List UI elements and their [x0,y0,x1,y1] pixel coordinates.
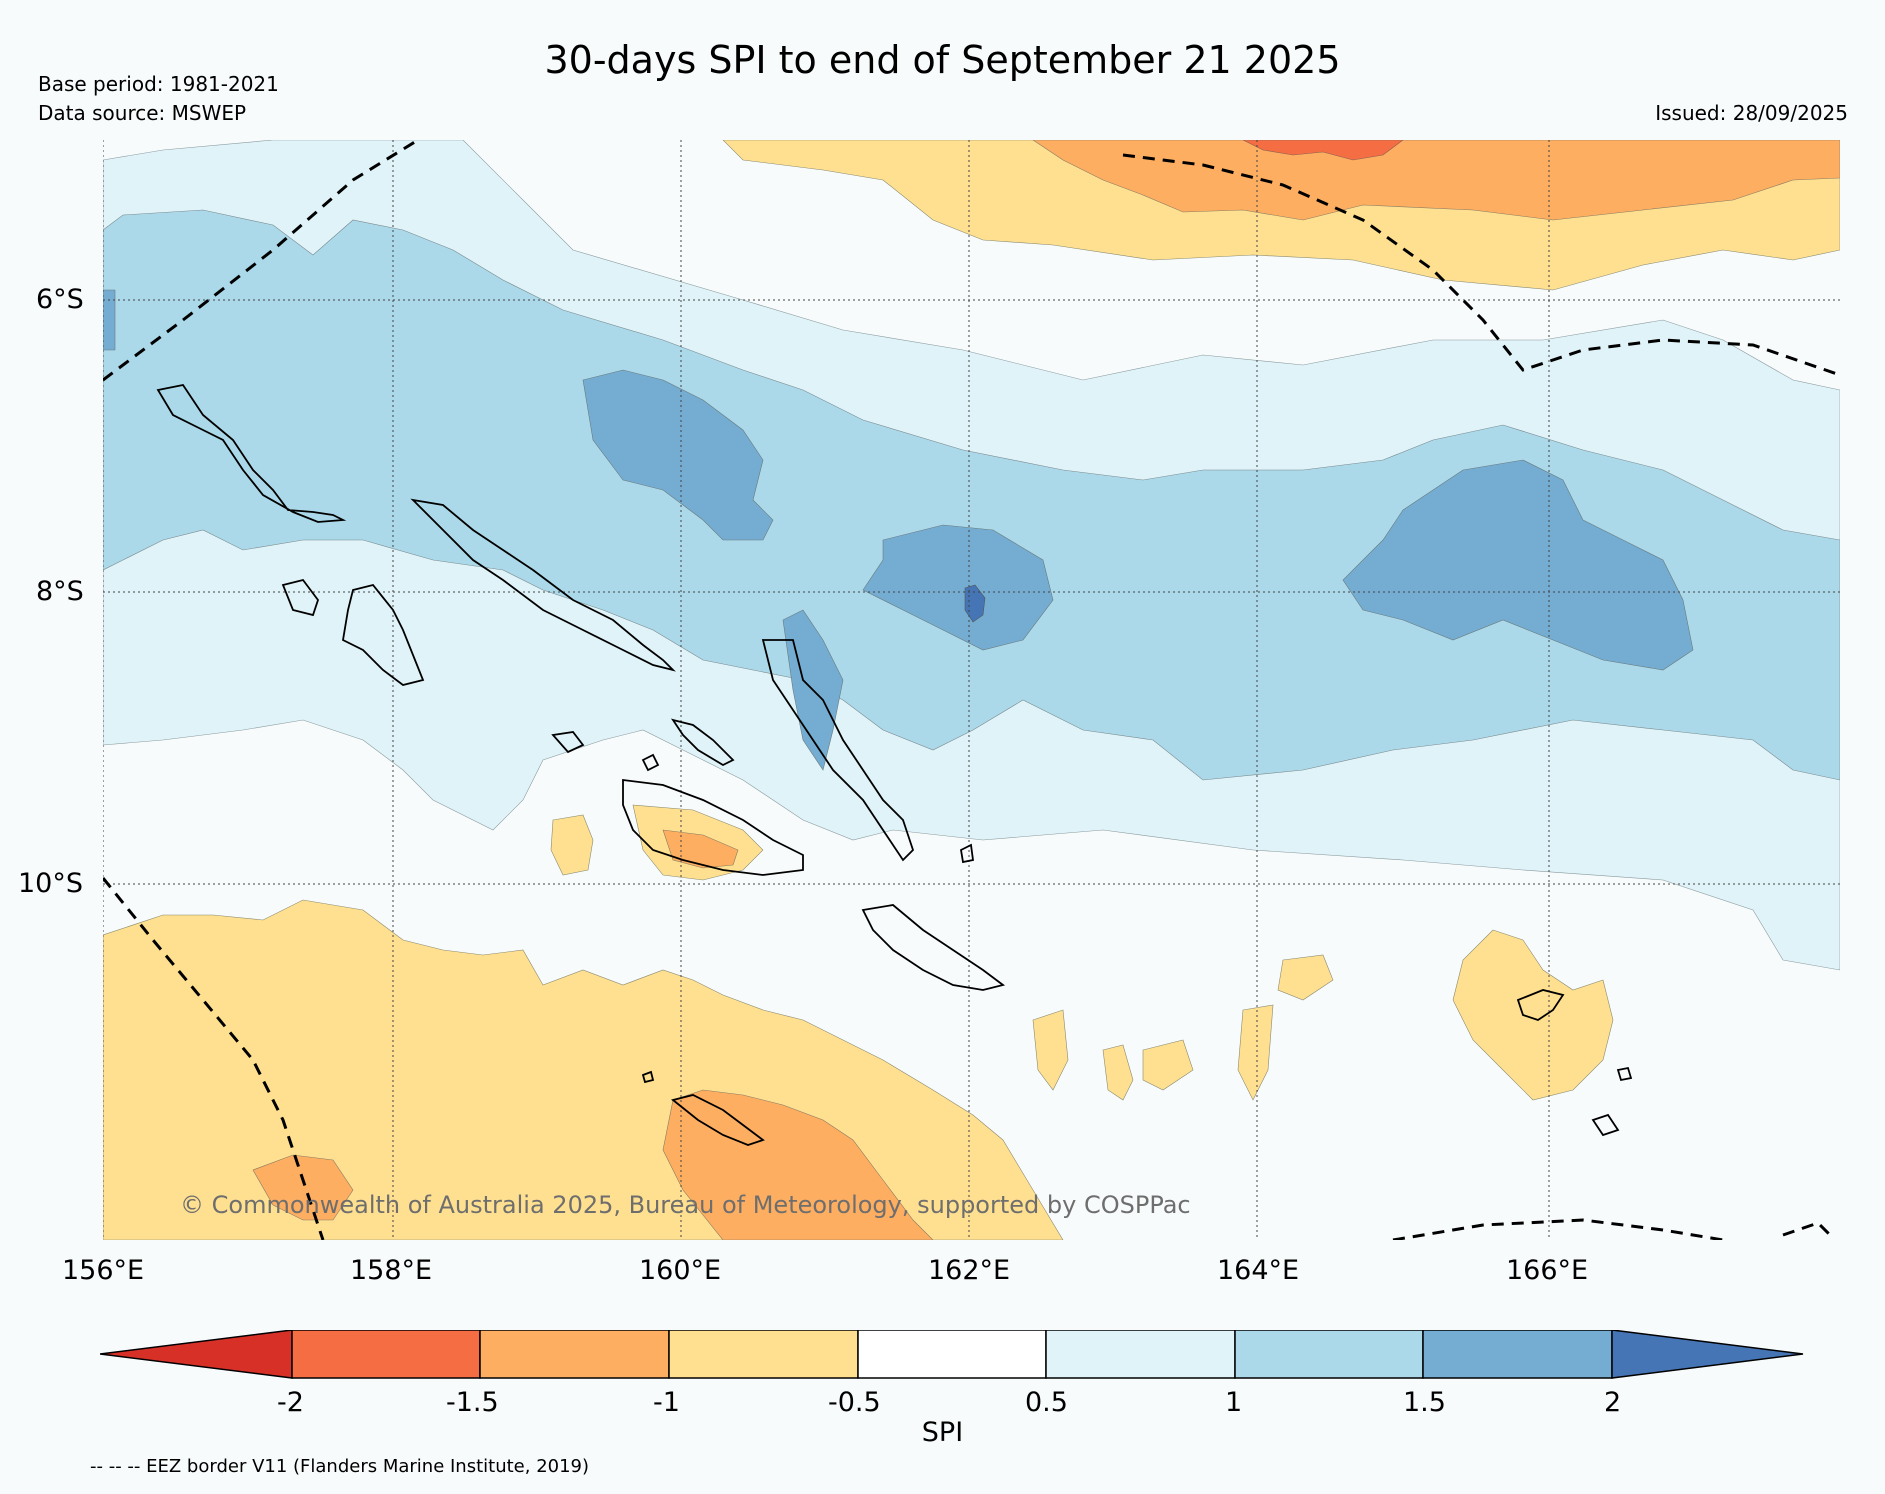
spi-dry-patch-1 [550,814,594,876]
spi-band-neg1.5-neg1-bottom-b [252,1154,354,1221]
spi-band-neg1.5-neg1-bottom [662,1089,934,1240]
spi-band-1.5-2-c [1342,459,1694,671]
island-makira [861,904,1006,991]
lon-label-156e: 156°E [62,1255,145,1286]
colorbar-bin-4 [857,1330,1047,1379]
spi-dry-patch-6 [1142,1039,1194,1091]
eez-border-se2 [1782,1221,1835,1240]
colorbar-label: SPI [921,1417,964,1448]
spi-band-1.5-2-b [862,524,1054,651]
island-choiseul [410,498,676,672]
lat-label-8s: 8°S [36,576,84,607]
colorbar-bin-3 [668,1330,859,1379]
colorbar-tick: 0.5 [1025,1387,1068,1418]
eez-border-sw [103,877,325,1240]
eez-borders [103,140,1840,1240]
colorbar-tick: 1.5 [1403,1387,1446,1418]
copyright-notice: © Commonwealth of Australia 2025, Bureau… [180,1191,1191,1219]
map-gridlines [103,140,1840,1240]
island-russell [670,718,735,767]
lon-label-158e: 158°E [350,1255,433,1286]
spi-dry-patch-7 [1032,1009,1069,1091]
colorbar-extend-high [1611,1330,1804,1379]
lat-label-6s: 6°S [36,284,84,315]
colorbar-tick: -1.5 [446,1387,499,1418]
spi-band-neg1.5-neg1-top [1032,140,1840,221]
eez-border-se [1392,1218,1724,1240]
colorbar-extend-low [100,1330,293,1379]
island-new-georgia [281,578,320,617]
spi-map: © Commonwealth of Australia 2025, Bureau… [103,140,1840,1240]
colorbar-tick: -1 [653,1387,680,1418]
island-santa-cruz [1516,989,1565,1021]
island-vanikoro [1591,1113,1620,1137]
base-period: Base period: 1981-2021 [38,72,279,96]
island-santa-isabel [761,639,915,862]
island-rennell [671,1094,765,1146]
eez-border-nw [103,140,419,382]
colorbar-tick: 1 [1225,1387,1243,1418]
spi-dry-patch-5 [1277,954,1334,1001]
island-guadalcanal [622,778,804,876]
island-florida [551,731,585,754]
lon-label-166e: 166°E [1506,1255,1589,1286]
colorbar-bin-2 [479,1330,670,1379]
spi-band-1.5-2-d [103,289,116,351]
island-ulawa [960,843,975,864]
issued-date: Issued: 28/09/2025 [1655,101,1848,125]
colorbar-bin-5 [1045,1330,1236,1379]
data-source: Data source: MSWEP [38,101,247,125]
colorbar-tick: 2 [1604,1387,1622,1418]
island-malaita-small [641,753,660,772]
colorbar-bin-7 [1422,1330,1613,1379]
spi-dry-patch-4 [1452,929,1614,1101]
spi-band-above-2 [964,584,986,623]
eez-border-ne [1122,153,1840,377]
map-title: 30-days SPI to end of September 21 2025 [544,38,1341,82]
spi-dry-patch-3 [662,829,739,869]
lon-label-160e: 160°E [639,1255,722,1286]
spi-colorbar [100,1330,1804,1379]
island-vella [342,583,425,686]
island-bougainville [156,383,347,523]
lat-label-10s: 10°S [18,868,83,899]
spi-band-1-1.5 [103,209,1840,781]
spi-dry-patch-8 [1237,1004,1274,1101]
colorbar-bin-6 [1234,1330,1424,1379]
colorbar-tick: -2 [277,1387,304,1418]
spi-dry-patch-9 [1102,1044,1134,1101]
lon-label-162e: 162°E [928,1255,1011,1286]
spi-band-neg2-neg1.5-top [1242,140,1404,161]
eez-footnote: -- -- -- EEZ border V11 (Flanders Marine… [90,1456,590,1477]
colorbar-tick: -0.5 [828,1387,881,1418]
spi-band-1.5-2-a [582,369,774,541]
lon-label-164e: 164°E [1217,1255,1300,1286]
colorbar-bin-1 [291,1330,481,1379]
island-utupua [1616,1066,1633,1082]
coastlines [156,383,1633,1146]
island-bellona [641,1070,655,1084]
